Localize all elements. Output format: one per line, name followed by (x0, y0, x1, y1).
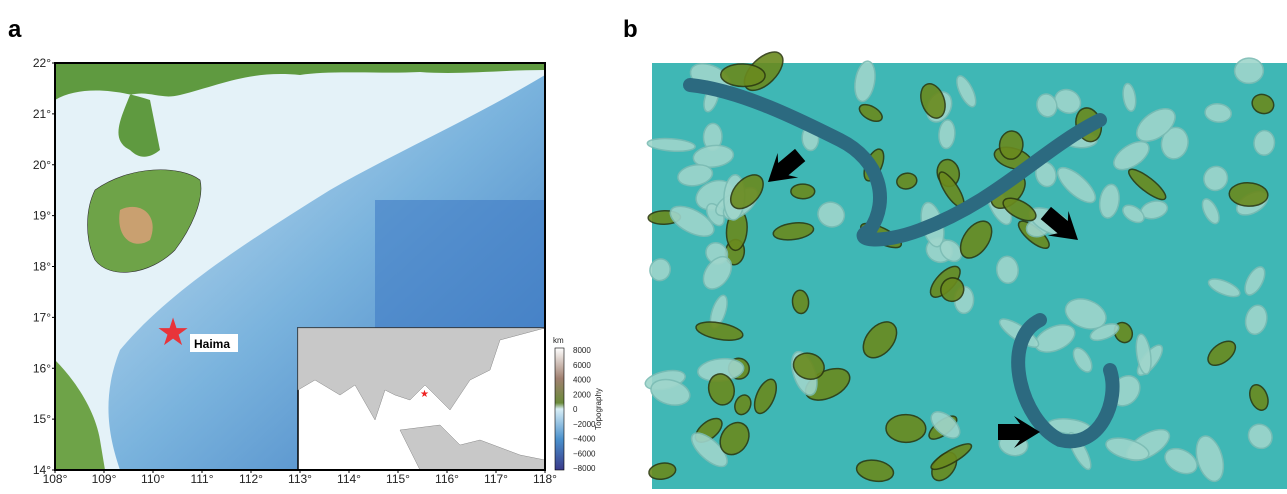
colorbar-tick-label: 0 (573, 405, 578, 414)
lon-label: 114° (337, 472, 361, 486)
panel-label: b (623, 16, 638, 43)
lon-label: 112° (239, 472, 263, 486)
colorbar-tick-label: 4000 (573, 376, 591, 385)
mussel (791, 184, 815, 199)
colorbar-tick-label: 6000 (573, 361, 591, 370)
mussel (720, 63, 765, 87)
colorbar-tick-label: 8000 (573, 346, 591, 355)
lon-label: 118° (533, 472, 557, 486)
lon-label: 116° (435, 472, 459, 486)
lat-label: 20° (33, 158, 51, 172)
lon-label: 113° (288, 472, 312, 486)
colorbar-tick-label: 2000 (573, 390, 591, 399)
photo-bg (652, 63, 1287, 489)
panel-label: a (8, 16, 22, 43)
inset: ★ (298, 328, 545, 470)
lat-label: 19° (33, 209, 51, 223)
colorbar-unit: km (553, 336, 564, 345)
colorbar (555, 348, 564, 470)
photo (643, 45, 1287, 489)
page: a b ★ ★ Haima km Topography 22° 21° 20° 19°… (0, 0, 1287, 489)
map: ★ ★ Haima km Topography (55, 63, 603, 470)
site-star: ★ (156, 312, 190, 354)
lat-label: 16° (33, 361, 51, 375)
lon-label: 110° (141, 472, 165, 486)
lat-label: 18° (33, 260, 51, 274)
inset-star: ★ (420, 389, 429, 400)
mussel (1234, 57, 1264, 84)
colorbar-tick-label: −6000 (573, 449, 596, 458)
colorbar-tick-label: −2000 (573, 420, 596, 429)
lon-label: 115° (386, 472, 410, 486)
colorbar-tick-label: −8000 (573, 464, 596, 473)
site-label: Haima (194, 337, 230, 351)
lon-label: 108° (43, 472, 68, 486)
lat-label: 21° (33, 107, 51, 121)
figure: a b ★ ★ Haima km Topography 22° 21° 20° 19°… (0, 0, 1287, 489)
lat-label: 15° (33, 412, 51, 426)
lon-label: 117° (484, 472, 508, 486)
lon-label: 111° (190, 472, 213, 486)
abyssal-plain (375, 200, 545, 330)
lat-label: 17° (33, 310, 51, 324)
colorbar-tick-label: −4000 (573, 435, 596, 444)
mussel (886, 414, 926, 442)
lon-label: 109° (92, 472, 117, 486)
lat-label: 22° (33, 56, 51, 70)
